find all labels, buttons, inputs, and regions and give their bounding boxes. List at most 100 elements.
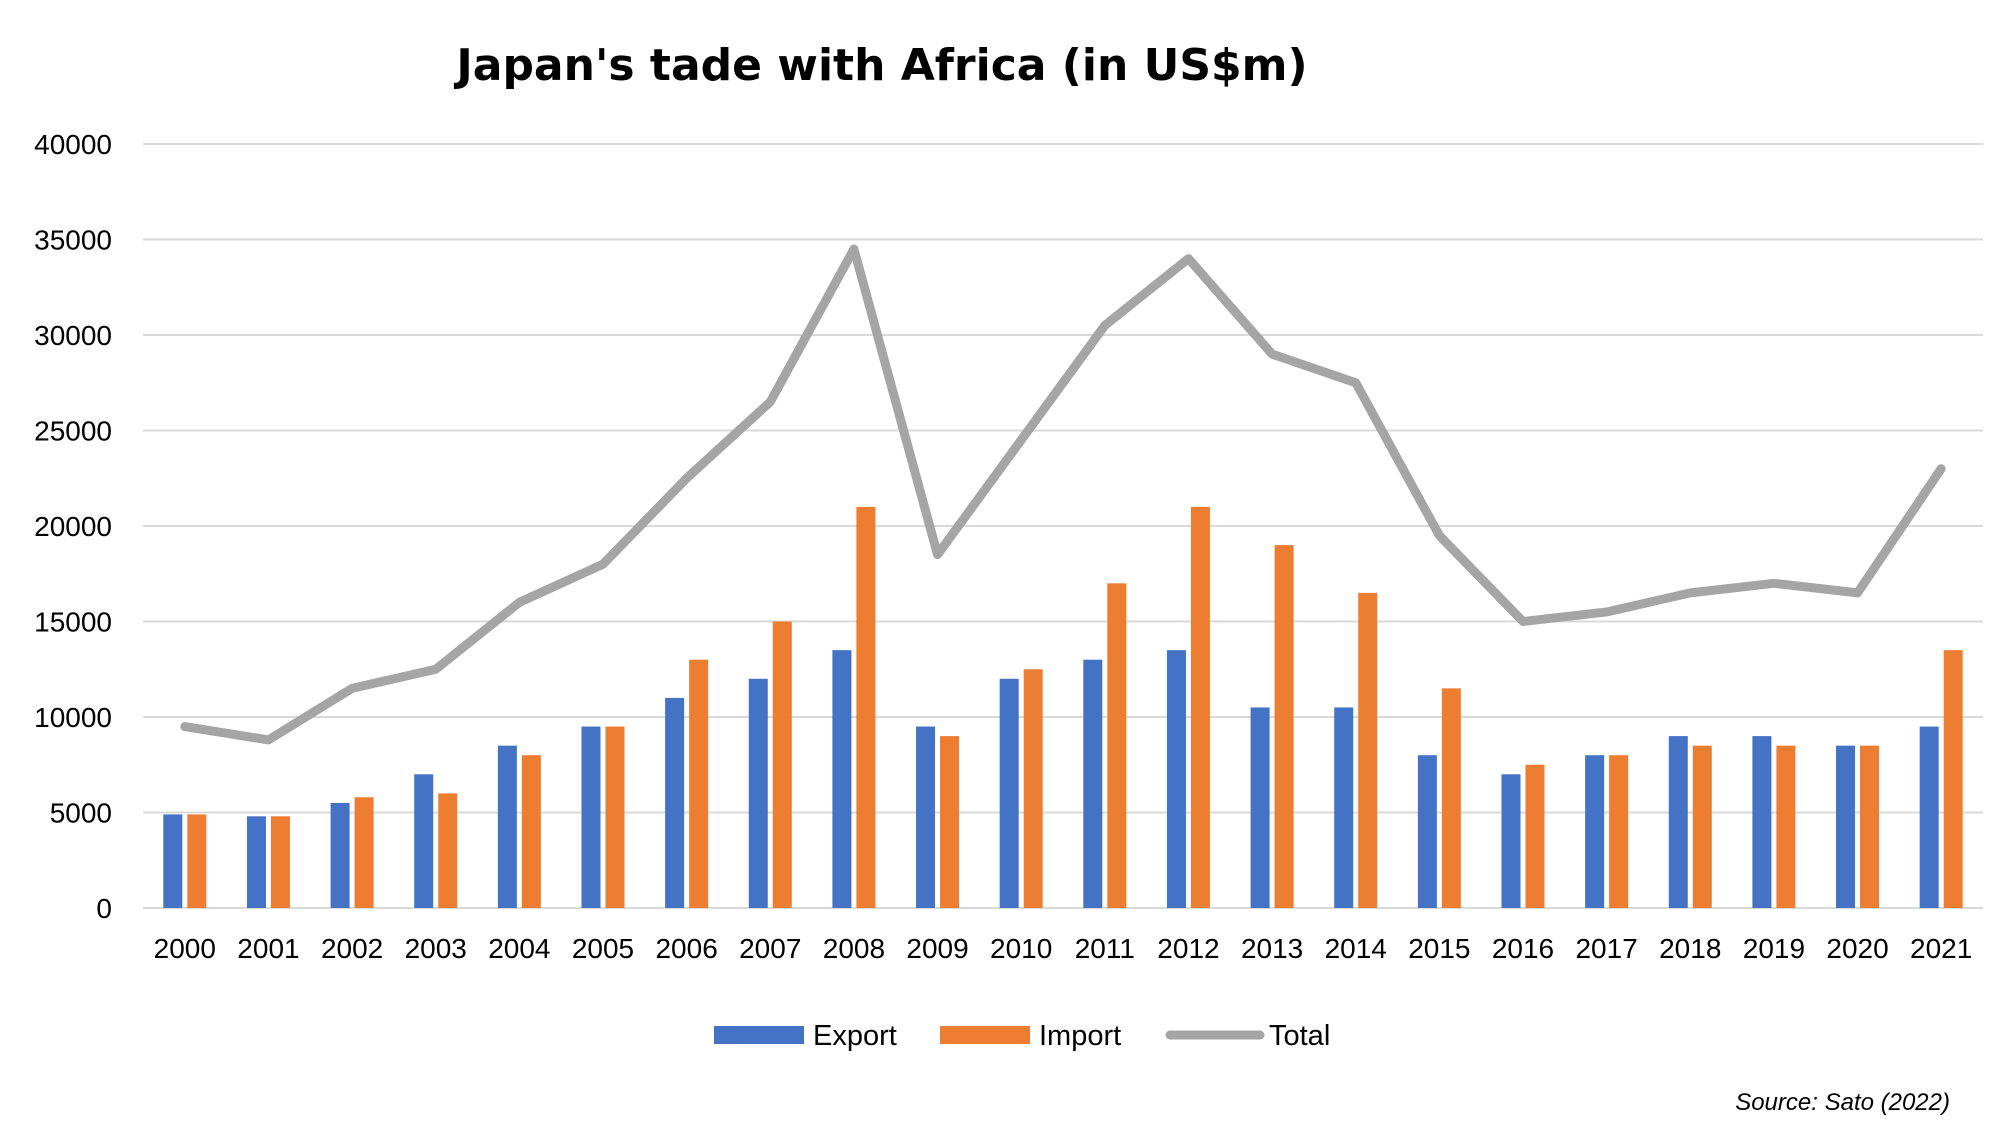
x-tick-label: 2015: [1408, 933, 1470, 964]
x-tick-label: 2000: [154, 933, 216, 964]
bar-import-2007: [772, 621, 792, 908]
legend-swatch-import: [940, 1026, 1030, 1044]
bar-export-2001: [246, 816, 266, 908]
x-tick-label: 2006: [655, 933, 717, 964]
x-tick-label: 2016: [1492, 933, 1554, 964]
total-line: [180, 244, 1946, 745]
bar-export-2009: [916, 726, 936, 908]
point-total-2001: [267, 739, 269, 741]
x-tick-label: 2019: [1743, 933, 1805, 964]
point-total-2000: [184, 726, 186, 728]
point-total-2011: [1104, 324, 1106, 326]
x-tick-label: 2005: [572, 933, 634, 964]
bar-import-2012: [1190, 506, 1210, 908]
legend: Export Import Total: [714, 1020, 1330, 1052]
point-total-2018: [1689, 592, 1691, 594]
bar-export-2021: [1919, 726, 1939, 908]
point-total-2021: [1940, 468, 1942, 470]
x-tick-label: 2001: [237, 933, 299, 964]
bar-export-2014: [1334, 707, 1354, 908]
point-total-2004: [518, 601, 520, 603]
x-tick-label: 2010: [990, 933, 1052, 964]
x-tick-label: 2017: [1575, 933, 1637, 964]
x-tick-label: 2012: [1157, 933, 1219, 964]
legend-label-import: Import: [1039, 1020, 1121, 1052]
point-total-2002: [351, 687, 353, 689]
y-tick-label: 40000: [34, 129, 112, 160]
bar-import-2013: [1274, 545, 1294, 908]
x-tick-label: 2002: [321, 933, 383, 964]
bar-export-2015: [1417, 755, 1437, 908]
x-tick-label: 2013: [1241, 933, 1303, 964]
y-tick-label: 35000: [34, 225, 112, 256]
x-tick-label: 2011: [1075, 933, 1135, 964]
legend-swatch-export: [714, 1026, 804, 1044]
bar-export-2002: [330, 802, 350, 908]
bar-export-2000: [163, 814, 183, 908]
bar-import-2000: [187, 814, 207, 908]
bar-import-2014: [1358, 592, 1378, 908]
bar-import-2009: [940, 736, 960, 908]
bar-import-2005: [605, 726, 625, 908]
bar-export-2003: [414, 774, 434, 908]
y-tick-label: 30000: [34, 320, 112, 351]
bar-import-2011: [1107, 583, 1127, 908]
x-tick-label: 2014: [1325, 933, 1387, 964]
point-total-2007: [769, 401, 771, 403]
bar-export-2012: [1166, 650, 1186, 908]
x-tick-label: 2020: [1826, 933, 1888, 964]
y-tick-label: 25000: [34, 416, 112, 447]
y-tick-label: 5000: [50, 798, 112, 829]
bar-import-2004: [521, 755, 541, 908]
bar-import-2021: [1943, 650, 1963, 908]
bars: [163, 506, 1963, 908]
bar-import-2016: [1525, 764, 1545, 908]
x-tick-label: 2021: [1910, 933, 1972, 964]
bar-import-2006: [689, 659, 709, 908]
x-tick-label: 2018: [1659, 933, 1721, 964]
bar-export-2007: [748, 678, 768, 908]
bar-import-2019: [1776, 745, 1796, 908]
bar-import-2003: [438, 793, 458, 908]
bar-export-2005: [581, 726, 601, 908]
x-tick-label: 2007: [739, 933, 801, 964]
x-tick-label: 2003: [405, 933, 467, 964]
bar-import-2001: [270, 816, 290, 908]
bar-import-2017: [1609, 755, 1629, 908]
legend-label-export: Export: [813, 1020, 897, 1052]
point-total-2005: [602, 563, 604, 565]
x-tick-label: 2009: [906, 933, 968, 964]
point-total-2010: [1020, 439, 1022, 441]
bar-export-2020: [1836, 745, 1856, 908]
bar-export-2006: [665, 697, 685, 908]
bar-export-2016: [1501, 774, 1521, 908]
source-note: Source: Sato (2022): [1735, 1089, 1950, 1116]
bar-import-2020: [1860, 745, 1880, 908]
chart-title: Japan's tade with Africa (in US$m): [453, 40, 1307, 91]
bar-import-2015: [1441, 688, 1461, 908]
bar-export-2017: [1585, 755, 1605, 908]
bar-import-2018: [1692, 745, 1712, 908]
point-total-2012: [1187, 258, 1189, 260]
point-total-2020: [1857, 592, 1859, 594]
bar-import-2008: [856, 506, 876, 908]
bar-export-2011: [1083, 659, 1103, 908]
bar-export-2004: [497, 745, 517, 908]
point-total-2006: [686, 477, 688, 479]
point-total-2013: [1271, 353, 1273, 355]
point-total-2009: [937, 554, 939, 556]
bar-export-2018: [1668, 736, 1688, 908]
point-total-2019: [1773, 582, 1775, 584]
point-total-2017: [1606, 611, 1608, 613]
bar-import-2002: [354, 797, 374, 908]
point-total-2003: [435, 668, 437, 670]
y-tick-label: 10000: [34, 702, 112, 733]
point-total-2014: [1355, 382, 1357, 384]
point-total-2016: [1522, 621, 1524, 622]
y-tick-label: 15000: [34, 607, 112, 638]
x-axis-ticks: 2000 2001 2002 2003 2004 2005 2006 2007 2008 2009…: [154, 933, 1973, 964]
bar-export-2008: [832, 650, 852, 908]
bar-export-2010: [999, 678, 1019, 908]
line-total: [180, 244, 1946, 745]
